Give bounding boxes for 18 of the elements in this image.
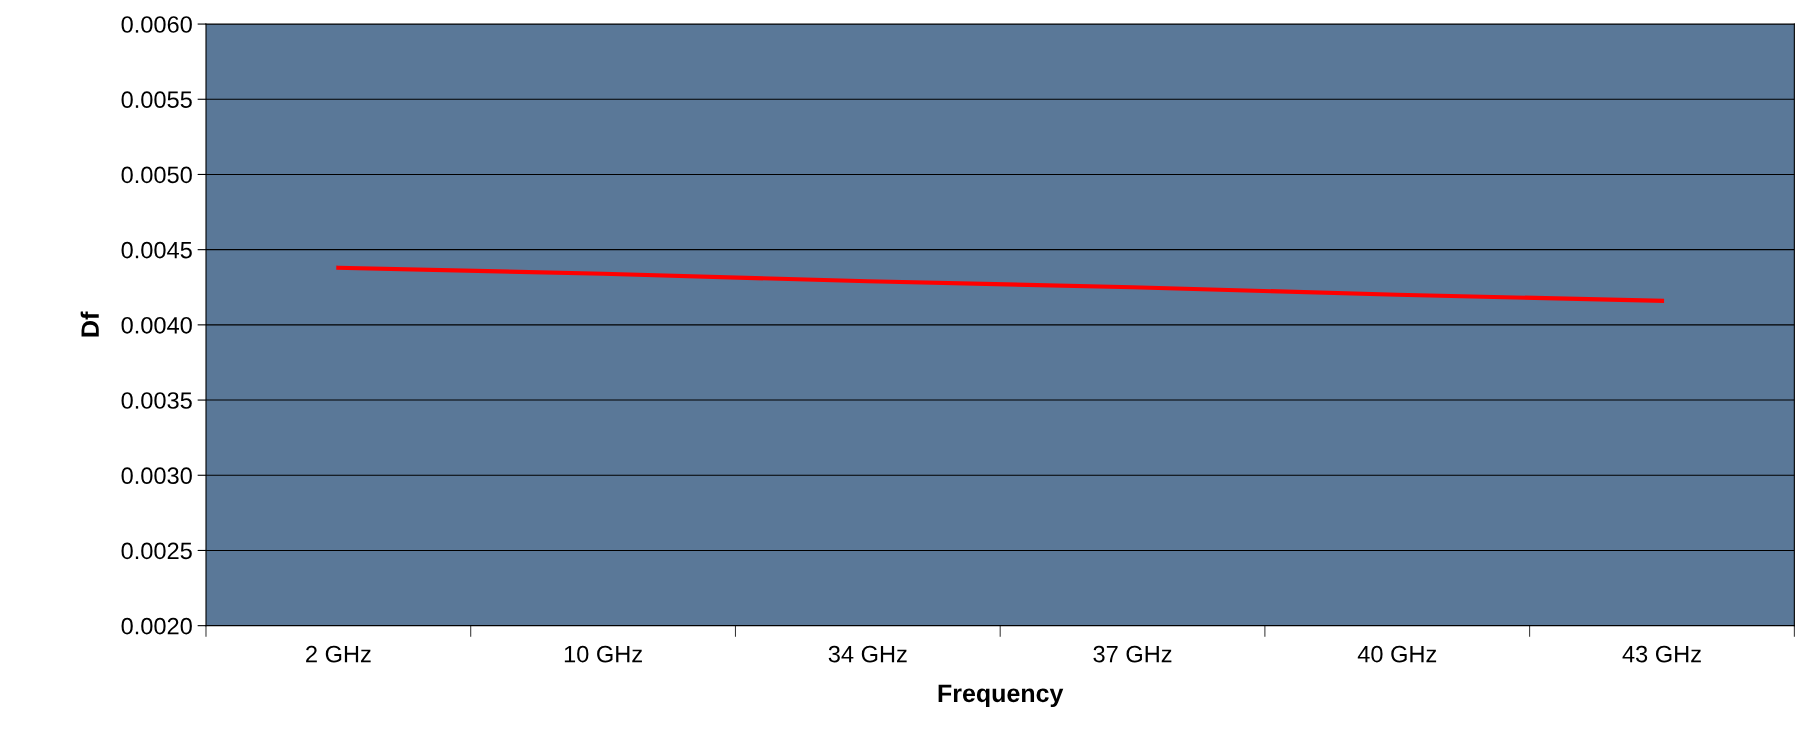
y-tick-label: 0.0025 [121,542,192,560]
x-tick-label: 34 GHz [828,645,907,663]
y-tick-label: 0.0040 [121,316,192,334]
x-tick-label: 37 GHz [1093,645,1172,663]
y-tick-label: 0.0060 [121,16,192,33]
y-axis-title: Df [80,311,99,337]
x-tick-label: 40 GHz [1357,645,1437,663]
x-tick-label: 43 GHz [1622,645,1701,663]
y-tick-label: 0.0055 [121,91,192,109]
x-tick-label: 10 GHz [564,645,642,663]
x-tick-label: 2 GHz [306,645,371,663]
line-series [336,265,1665,303]
y-tick-label: 0.0050 [121,166,192,184]
x-axis-title: Frequency [938,684,1064,708]
y-tick-label: 0.0030 [121,467,192,485]
y-tick-label: 0.0045 [121,241,192,259]
y-tick-label: 0.0020 [121,617,192,635]
y-tick-label: 0.0035 [121,392,192,409]
